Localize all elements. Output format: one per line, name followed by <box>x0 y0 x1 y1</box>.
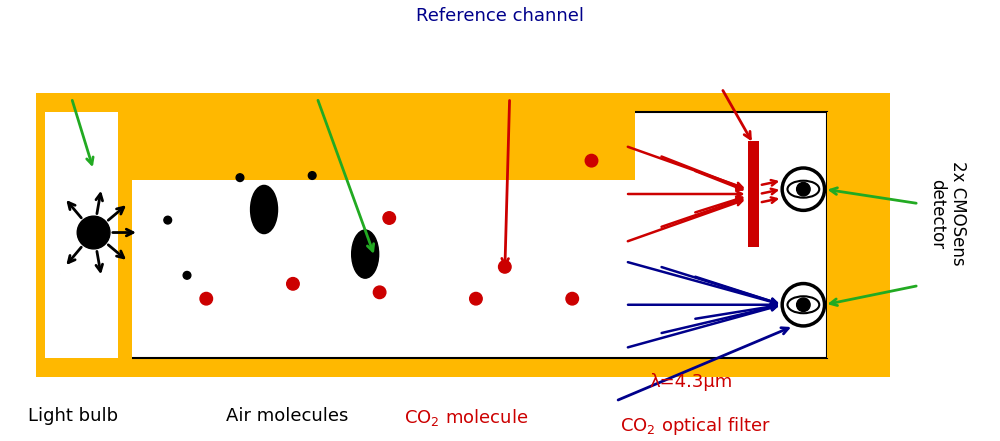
Circle shape <box>499 261 511 273</box>
Circle shape <box>566 292 578 305</box>
Circle shape <box>383 212 396 224</box>
Bar <box>129 112 827 358</box>
Circle shape <box>200 292 213 305</box>
Circle shape <box>470 292 482 305</box>
Circle shape <box>77 216 110 249</box>
Bar <box>748 141 759 247</box>
Circle shape <box>287 277 299 290</box>
Ellipse shape <box>787 296 819 313</box>
Bar <box>36 93 890 377</box>
Circle shape <box>236 174 244 182</box>
Bar <box>36 93 132 377</box>
Text: Reference channel: Reference channel <box>416 7 584 25</box>
Bar <box>45 112 118 358</box>
Bar <box>129 93 635 179</box>
Circle shape <box>782 284 825 326</box>
Ellipse shape <box>251 185 278 234</box>
Circle shape <box>797 183 810 196</box>
Circle shape <box>585 154 598 167</box>
Ellipse shape <box>787 181 819 198</box>
Text: Air molecules: Air molecules <box>226 407 348 425</box>
Text: λ=4.3μm: λ=4.3μm <box>649 373 733 391</box>
Circle shape <box>373 286 386 299</box>
Circle shape <box>308 172 316 179</box>
Ellipse shape <box>352 230 379 278</box>
Circle shape <box>183 272 191 279</box>
Text: CO$_2$ molecule: CO$_2$ molecule <box>404 407 528 428</box>
Circle shape <box>164 216 172 224</box>
Circle shape <box>782 168 825 210</box>
Text: CO$_2$ optical filter: CO$_2$ optical filter <box>620 415 772 437</box>
Text: Light bulb: Light bulb <box>28 407 118 425</box>
Text: 2x CMOSens
detector: 2x CMOSens detector <box>928 161 967 266</box>
Circle shape <box>797 298 810 311</box>
Bar <box>827 112 890 358</box>
